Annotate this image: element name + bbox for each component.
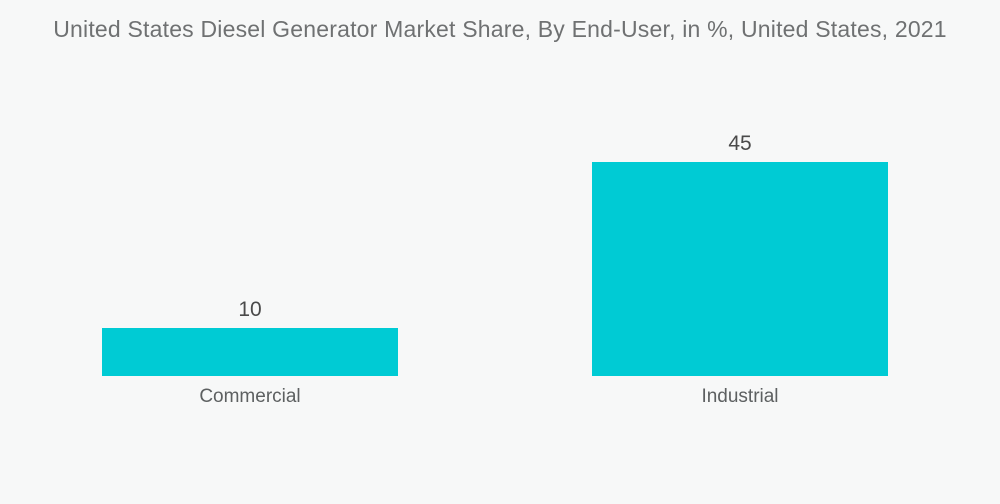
category-label: Commercial [199, 386, 301, 407]
bar-value-label: 45 [728, 132, 752, 155]
bar-group: 45 Industrial [592, 0, 888, 504]
category-label: Industrial [701, 386, 779, 407]
bar [102, 328, 398, 376]
bar [592, 162, 888, 376]
bar-value-label: 10 [238, 298, 262, 321]
bar-group: 10 Commercial [102, 0, 398, 504]
chart-title: United States Diesel Generator Market Sh… [53, 16, 947, 42]
